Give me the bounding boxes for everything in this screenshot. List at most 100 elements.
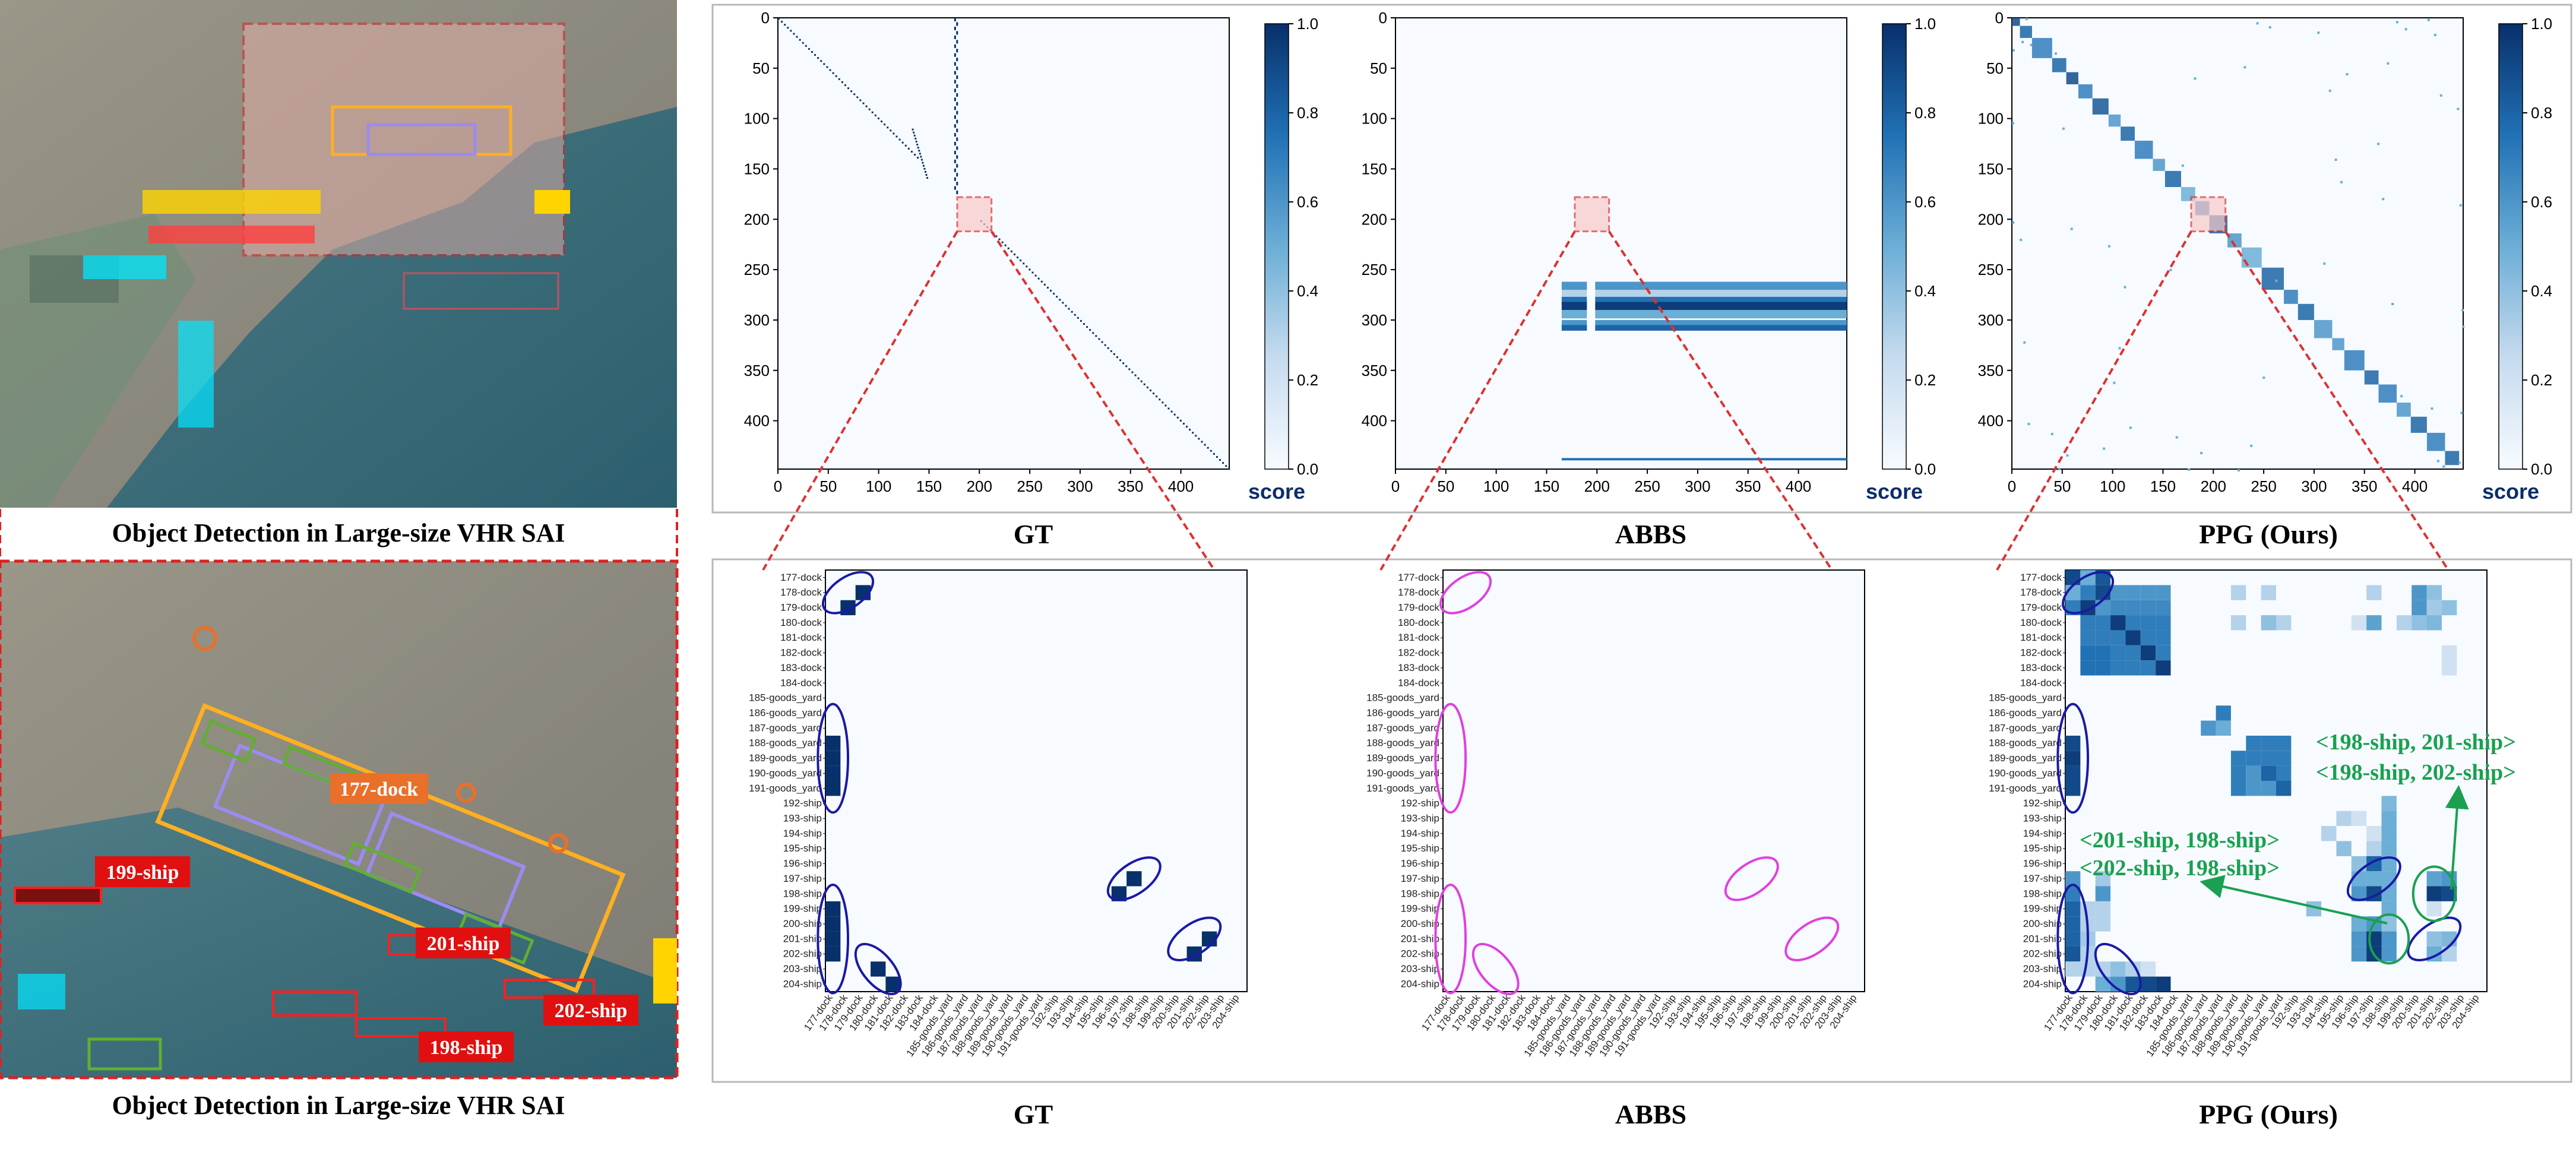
gt-point <box>923 167 926 170</box>
row-label: 199-ship <box>1401 903 1439 914</box>
row-label: 196-ship <box>783 858 822 869</box>
green-ellipse <box>2368 913 2410 965</box>
heatmap-cell <box>2065 901 2081 917</box>
gt-point <box>1040 280 1043 283</box>
highlight-ellipse <box>2056 702 2090 814</box>
bottom-title-abbs: ABBS <box>1615 1099 1686 1129</box>
colorbar <box>1882 23 1907 470</box>
row-label: 184-dock <box>780 677 822 688</box>
heatmap-cell <box>2276 765 2292 781</box>
highlight-ellipse <box>1167 916 1222 961</box>
ppg-point <box>2012 122 2015 125</box>
heatmap-cell <box>2156 585 2171 600</box>
row-label: 179-dock <box>2020 602 2062 613</box>
ppg-point <box>2340 181 2343 183</box>
heatmap-cell <box>2412 585 2427 600</box>
ppg-block <box>2052 58 2067 72</box>
gt-point <box>1170 410 1173 413</box>
gt-point <box>954 26 956 30</box>
gt-point <box>956 84 958 88</box>
heatmap-cell <box>2125 976 2141 992</box>
row-label: 191-goods_yard <box>1989 783 2062 794</box>
heatmap-cell <box>2080 630 2096 645</box>
gt-point <box>1198 438 1200 440</box>
row-label: 187-goods_yard <box>1989 722 2062 733</box>
colorbar-tick-label: 0.0 <box>1914 460 1936 478</box>
gt-point <box>920 159 923 161</box>
heatmap-cell <box>2095 645 2111 661</box>
gt-point <box>1080 319 1082 322</box>
heatmap-cell <box>2110 961 2126 977</box>
heatmap-cell <box>2065 931 2081 947</box>
ppg-block <box>2397 403 2411 417</box>
gt-point <box>954 168 956 172</box>
heatmap-cell <box>2095 600 2111 616</box>
row-label: 204-ship <box>783 978 822 989</box>
heatmap-cell <box>825 901 841 917</box>
abbs-band <box>1561 281 1847 290</box>
y-tick-label: 0 <box>761 9 770 27</box>
ppg-point <box>2427 18 2430 21</box>
ppg-annotations: <198-ship, 201-ship> <198-ship, 202-ship… <box>2080 730 2516 925</box>
heatmap-cell <box>2095 615 2111 631</box>
gt-point <box>956 93 958 97</box>
gt-point <box>954 62 956 66</box>
ppg-point <box>2050 432 2053 435</box>
row-label: 179-dock <box>780 602 822 613</box>
colorbar-tick-label: 0.8 <box>1914 104 1936 122</box>
abbs-band <box>1561 325 1847 331</box>
ppg-block <box>2092 98 2109 115</box>
label-199-ship: 199-ship <box>106 862 179 884</box>
heatmap-cell <box>2065 961 2081 977</box>
highlight-ellipse <box>1106 856 1162 901</box>
ppg-point <box>2020 238 2023 241</box>
gt-point <box>954 150 956 154</box>
heatmap-cell <box>2095 630 2111 645</box>
row-label: 202-ship <box>1401 948 1439 960</box>
gt-point <box>811 50 813 53</box>
heatmap-cell <box>2426 615 2442 631</box>
y-tick-label: 300 <box>1978 311 2004 329</box>
gt-point <box>1059 299 1061 301</box>
gt-point <box>898 138 901 141</box>
heatmap-cell <box>2080 961 2096 977</box>
gt-point <box>954 106 956 110</box>
ppg-point <box>2400 395 2403 398</box>
heatmap-cell <box>2156 660 2171 676</box>
heatmap-frame <box>1395 17 1847 470</box>
row-label: 203-ship <box>783 963 822 974</box>
ppg-point <box>2181 164 2184 167</box>
gt-point <box>914 154 916 156</box>
gt-point <box>865 105 868 107</box>
gt-point <box>841 81 843 83</box>
gt-point <box>1068 308 1070 310</box>
row-label: 188-goods_yard <box>1989 737 2062 749</box>
zoom-line-left <box>1996 230 2192 571</box>
gt-point <box>1046 286 1049 289</box>
heatmap-cell <box>2080 660 2096 676</box>
row-label: 183-dock <box>780 662 822 673</box>
gt-point <box>826 66 828 68</box>
gt-point <box>1137 377 1140 379</box>
heatmap-cell <box>2140 961 2156 977</box>
heatmap-cell <box>2110 615 2126 631</box>
row-label: 183-dock <box>1398 662 1439 673</box>
heatmap-cell <box>2351 856 2367 872</box>
ppg-block <box>2426 432 2445 451</box>
gt-point <box>925 173 928 176</box>
x-tick-label: 350 <box>1735 477 1761 495</box>
x-tick-label: 100 <box>2100 477 2125 495</box>
gt-point <box>913 131 915 134</box>
gt-point <box>956 146 958 150</box>
gt-point <box>915 140 917 143</box>
heatmap-cell <box>825 946 841 962</box>
heatmap-cell <box>2366 841 2382 856</box>
overview-zoom-box <box>242 23 565 257</box>
y-tick-label: 50 <box>752 59 770 77</box>
ppg-point <box>2404 28 2407 31</box>
ppg-block <box>2344 350 2365 371</box>
gt-point <box>1086 326 1088 328</box>
gt-point <box>1128 368 1131 371</box>
gt-point <box>1001 241 1004 243</box>
ppg-point <box>2391 303 2394 306</box>
